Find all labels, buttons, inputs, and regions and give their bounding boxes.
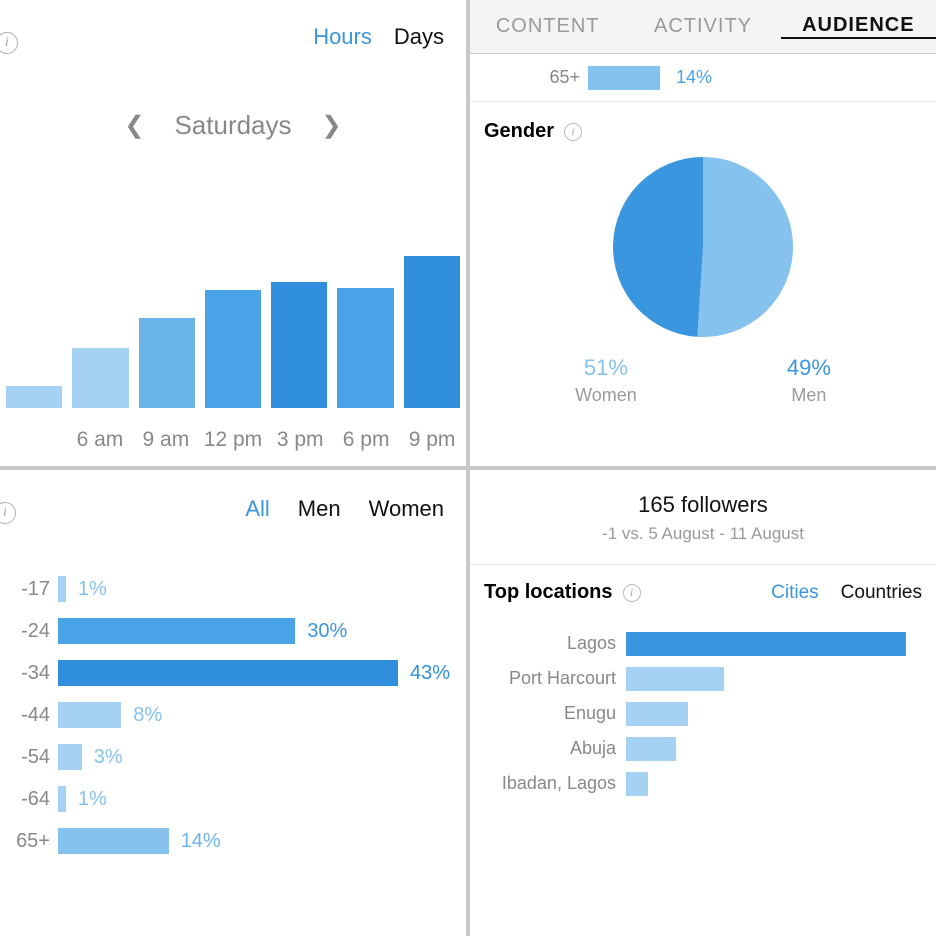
gender-title: Gender — [484, 120, 554, 143]
age-pct: 14% — [676, 67, 712, 88]
hour-label: 9 pm — [404, 428, 460, 452]
hour-bar — [139, 318, 195, 408]
location-label: Lagos — [470, 633, 626, 654]
location-label: Ibadan, Lagos — [470, 773, 626, 794]
location-bar — [626, 632, 906, 656]
hour-bar-chart — [0, 228, 466, 408]
hour-label: 3 pm — [272, 428, 328, 452]
age-bar — [58, 744, 82, 770]
hour-label: 12 pm — [204, 428, 262, 452]
age-label: -64 — [2, 788, 58, 811]
age-bar — [58, 786, 66, 812]
location-row: Abuja — [470, 731, 936, 766]
age-label: 65+ — [470, 67, 588, 88]
location-label: Abuja — [470, 738, 626, 759]
age-row: -44 8% — [2, 694, 466, 736]
location-bar — [626, 667, 724, 691]
tab-hours[interactable]: Hours — [313, 24, 372, 50]
filter-countries[interactable]: Countries — [841, 582, 922, 604]
gender-legend: 51% Women 49% Men — [470, 355, 936, 406]
followers-delta: -1 vs. 5 August - 11 August — [470, 524, 936, 544]
age-pct: 1% — [78, 578, 107, 601]
gender-pct: 49% — [787, 355, 831, 381]
hour-bar — [6, 386, 62, 408]
location-row: Ibadan, Lagos — [470, 766, 936, 801]
age-pct: 8% — [133, 704, 162, 727]
age-pct: 43% — [410, 662, 450, 685]
tab-activity[interactable]: ACTIVITY — [625, 15, 780, 38]
hour-label — [6, 428, 62, 452]
info-icon[interactable]: i — [0, 32, 18, 54]
location-label: Port Harcourt — [470, 668, 626, 689]
location-bar — [626, 737, 676, 761]
age-row: -24 30% — [2, 610, 466, 652]
tab-audience[interactable]: AUDIENCE — [781, 14, 936, 39]
hour-bar — [271, 282, 327, 408]
age-pct: 1% — [78, 788, 107, 811]
locations-bar-chart: Lagos Port Harcourt Enugu Abuja Ibadan, Lago… — [470, 626, 936, 801]
hour-bar — [337, 288, 393, 408]
hour-bar — [205, 290, 261, 408]
age-breakdown-panel: i All Men Women -171%-2430%-3443%-448%-5… — [0, 470, 466, 936]
hour-label: 9 am — [138, 428, 194, 452]
age-row-peek: 65+ 14% — [470, 54, 936, 102]
age-row: -54 3% — [2, 736, 466, 778]
chevron-left-icon[interactable]: ❮ — [124, 111, 144, 140]
hour-axis-labels: 6 am 9 am 12 pm 3 pm 6 pm 9 pm — [0, 428, 466, 452]
age-label: -34 — [2, 662, 58, 685]
filter-all[interactable]: All — [245, 496, 269, 522]
age-label: 65+ — [2, 830, 58, 853]
age-pct: 14% — [181, 830, 221, 853]
hour-bar — [72, 348, 128, 408]
audience-gender-panel: CONTENT ACTIVITY AUDIENCE 65+ 14% Gender… — [470, 0, 936, 466]
age-bar — [58, 702, 121, 728]
hourly-activity-panel: i Hours Days ❮ Saturdays ❯ 6 am 9 am 12 pm… — [0, 0, 466, 466]
gender-pct: 51% — [575, 355, 637, 381]
gender-pie-chart — [613, 157, 793, 337]
followers-count: 165 followers — [470, 492, 936, 518]
locations-title: Top locations — [484, 581, 613, 604]
age-bar — [588, 66, 660, 90]
age-bar-chart: -17 1% -24 30% -34 43% -44 8% -54 3% -64 1% 65+ 14% — [0, 568, 466, 862]
age-row: -64 1% — [2, 778, 466, 820]
age-label: -24 — [2, 620, 58, 643]
age-bar — [58, 576, 66, 602]
age-pct: 3% — [94, 746, 123, 769]
age-bar — [58, 828, 169, 854]
chevron-right-icon[interactable]: ❯ — [322, 111, 342, 140]
age-pct: 30% — [307, 620, 347, 643]
gender-label: Women — [575, 385, 637, 406]
pie-slice — [697, 157, 793, 337]
tab-content[interactable]: CONTENT — [470, 15, 625, 38]
age-row: 65+ 14% — [2, 820, 466, 862]
tab-days[interactable]: Days — [394, 24, 444, 50]
hour-label: 6 am — [72, 428, 128, 452]
info-icon[interactable]: i — [623, 584, 641, 602]
followers-locations-panel: 165 followers -1 vs. 5 August - 11 Augus… — [470, 470, 936, 936]
hour-label: 6 pm — [338, 428, 394, 452]
day-label: Saturdays — [174, 110, 291, 141]
gender-label: Men — [787, 385, 831, 406]
location-row: Enugu — [470, 696, 936, 731]
location-label: Enugu — [470, 703, 626, 724]
location-bar — [626, 702, 688, 726]
age-label: -17 — [2, 578, 58, 601]
age-bar — [58, 618, 295, 644]
age-label: -54 — [2, 746, 58, 769]
age-bar — [58, 660, 398, 686]
filter-men[interactable]: Men — [298, 496, 341, 522]
age-row: -17 1% — [2, 568, 466, 610]
info-icon[interactable]: i — [564, 123, 582, 141]
filter-women[interactable]: Women — [369, 496, 444, 522]
age-row: -34 43% — [2, 652, 466, 694]
hour-bar — [404, 256, 460, 408]
filter-cities[interactable]: Cities — [771, 582, 819, 604]
age-label: -44 — [2, 704, 58, 727]
location-bar — [626, 772, 648, 796]
location-row: Port Harcourt — [470, 661, 936, 696]
pie-slice — [613, 157, 703, 337]
location-row: Lagos — [470, 626, 936, 661]
